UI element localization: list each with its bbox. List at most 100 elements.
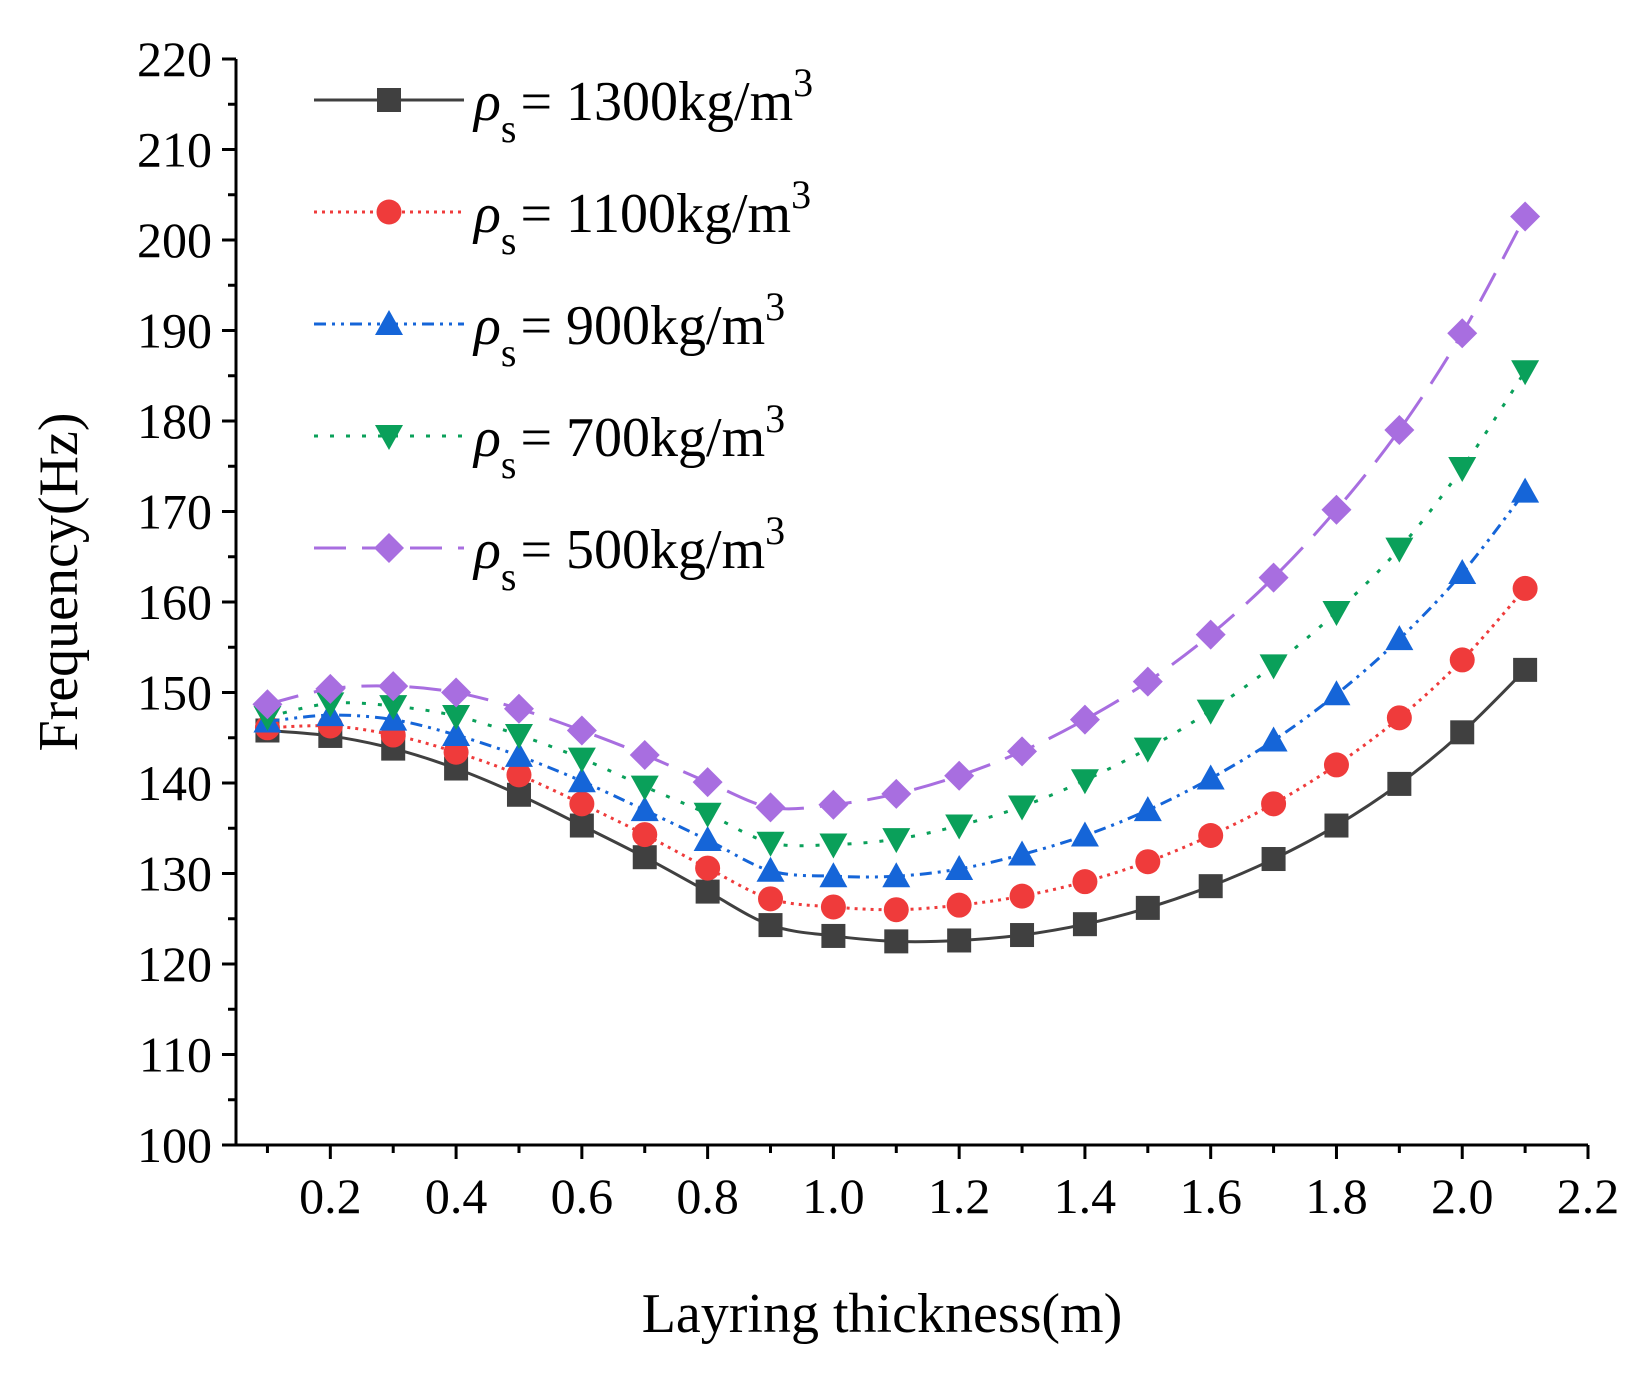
data-point: [1195, 619, 1226, 650]
legend-item: ρs= 900kg/m3: [314, 284, 785, 375]
legend-label: ρs= 1300kg/m3: [472, 60, 813, 151]
data-point: [504, 741, 533, 767]
y-tick-label: 110: [139, 1027, 212, 1083]
data-point: [945, 854, 974, 880]
legend-label: ρs= 900kg/m3: [472, 284, 785, 375]
data-point: [1198, 874, 1223, 899]
data-point: [442, 705, 471, 731]
data-point: [566, 715, 597, 746]
data-point: [378, 671, 409, 702]
data-point: [756, 831, 785, 857]
x-tick-label: 0.8: [676, 1168, 739, 1224]
x-tick-label: 2.0: [1431, 1168, 1494, 1224]
data-point: [1322, 680, 1351, 706]
data-point: [1449, 647, 1475, 673]
data-point: [1450, 720, 1475, 745]
y-tick-label: 170: [137, 484, 212, 540]
y-tick-label: 140: [137, 755, 212, 811]
data-point: [947, 928, 972, 953]
data-point: [503, 693, 534, 724]
x-tick-label: 0.6: [551, 1168, 614, 1224]
legend-label: ρs= 700kg/m3: [472, 396, 785, 487]
x-tick-label: 2.2: [1557, 1168, 1620, 1224]
y-tick-label: 150: [137, 665, 212, 721]
data-point: [1261, 791, 1287, 817]
series-4: [253, 360, 1540, 859]
data-point: [755, 792, 786, 823]
data-point: [1069, 704, 1100, 735]
legend-marker: [375, 425, 403, 450]
data-point: [758, 913, 783, 938]
data-point: [1008, 840, 1037, 866]
data-point: [1511, 360, 1540, 386]
data-point: [506, 762, 532, 788]
y-tick-label: 130: [137, 846, 212, 902]
data-point: [1070, 769, 1099, 795]
data-point: [1132, 666, 1163, 697]
data-point: [567, 767, 596, 793]
data-point: [1385, 625, 1414, 651]
data-point: [693, 826, 722, 852]
axes-layer: 100 110 120 130 140 150 160 170 180 190 200 210 220 0…: [137, 31, 1619, 1224]
data-point: [1448, 559, 1477, 585]
y-tick-label: 200: [137, 212, 212, 268]
data-point: [632, 822, 658, 848]
data-point: [569, 791, 595, 817]
data-point: [884, 929, 909, 954]
data-point: [1070, 821, 1099, 847]
series-line: [267, 215, 1527, 811]
legend-item: ρs= 1300kg/m3: [314, 60, 813, 151]
data-point: [316, 692, 345, 718]
y-tick-label: 100: [137, 1117, 212, 1173]
data-point: [1135, 849, 1161, 875]
legend-marker: [375, 310, 403, 335]
data-point: [881, 778, 912, 809]
data-point: [315, 673, 346, 704]
y-tick-label: 180: [137, 393, 212, 449]
x-tick-label: 0.2: [299, 1168, 362, 1224]
data-point: [695, 879, 720, 904]
y-tick-label: 210: [137, 122, 212, 178]
data-point: [1324, 813, 1349, 838]
data-point: [1259, 654, 1288, 680]
data-point: [1259, 726, 1288, 752]
data-point: [1007, 736, 1038, 767]
y-tick-label: 160: [137, 574, 212, 630]
data-point: [1447, 318, 1478, 349]
data-point: [882, 828, 911, 854]
data-point: [692, 767, 723, 798]
data-point: [569, 813, 594, 838]
data-point: [567, 747, 596, 773]
legend-marker: [374, 533, 404, 563]
data-point: [1009, 883, 1035, 909]
data-point: [945, 814, 974, 840]
series-layer: [252, 201, 1541, 954]
legend-marker: [376, 199, 402, 225]
data-point: [1511, 477, 1540, 503]
data-point: [1196, 764, 1225, 790]
data-point: [252, 689, 283, 720]
legend-label: ρs= 500kg/m3: [472, 508, 785, 599]
x-tick-label: 1.2: [928, 1168, 991, 1224]
legend-label: ρs= 1100kg/m3: [472, 172, 811, 263]
data-point: [630, 775, 659, 801]
data-point: [1387, 771, 1412, 796]
data-point: [379, 695, 408, 721]
data-point: [1135, 895, 1160, 920]
x-tick-label: 0.4: [425, 1168, 488, 1224]
data-point: [1322, 600, 1351, 626]
data-point: [442, 721, 471, 747]
data-point: [630, 796, 659, 822]
legend: ρs= 1300kg/m3 ρs= 1100kg/m3 ρs= 900kg/m3 ρs…: [314, 60, 813, 599]
data-point: [1512, 575, 1538, 601]
data-point: [818, 789, 849, 820]
data-point: [820, 894, 846, 920]
y-tick-label: 220: [137, 31, 212, 87]
data-point: [693, 802, 722, 828]
y-tick-label: 190: [137, 303, 212, 359]
legend-item: ρs= 1100kg/m3: [314, 172, 811, 263]
data-point: [1448, 457, 1477, 483]
data-point: [1386, 705, 1412, 731]
data-point: [1321, 494, 1352, 525]
